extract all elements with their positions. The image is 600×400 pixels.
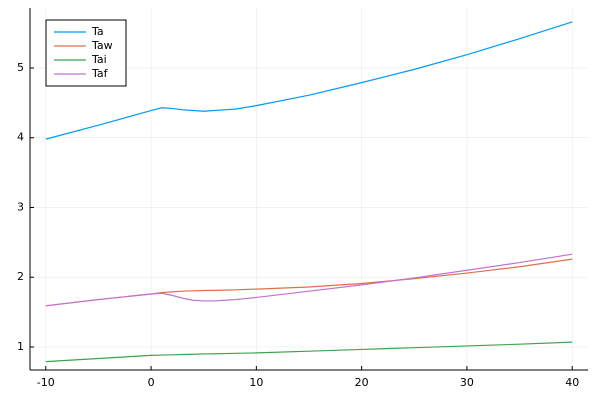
legend-box <box>45 19 127 87</box>
y-tick-label: 3 <box>17 200 24 213</box>
y-tick-label: 5 <box>17 61 24 74</box>
y-tick-label: 2 <box>17 270 24 283</box>
y-tick-label: 1 <box>17 340 24 353</box>
x-tick-label: -10 <box>37 376 55 389</box>
x-tick-label: 40 <box>565 376 579 389</box>
x-tick-label: 0 <box>148 376 155 389</box>
x-tick-label: 10 <box>249 376 263 389</box>
series-line <box>45 253 573 307</box>
legend-label: Taf <box>91 67 109 80</box>
legend-label: Tai <box>91 53 107 66</box>
y-tick-label: 4 <box>17 131 24 144</box>
series-line <box>45 341 573 363</box>
x-tick-label: 30 <box>460 376 474 389</box>
legend-label: Taw <box>91 39 113 52</box>
legend-label: Ta <box>91 25 104 38</box>
series-line <box>45 21 573 140</box>
x-tick-label: 20 <box>355 376 369 389</box>
